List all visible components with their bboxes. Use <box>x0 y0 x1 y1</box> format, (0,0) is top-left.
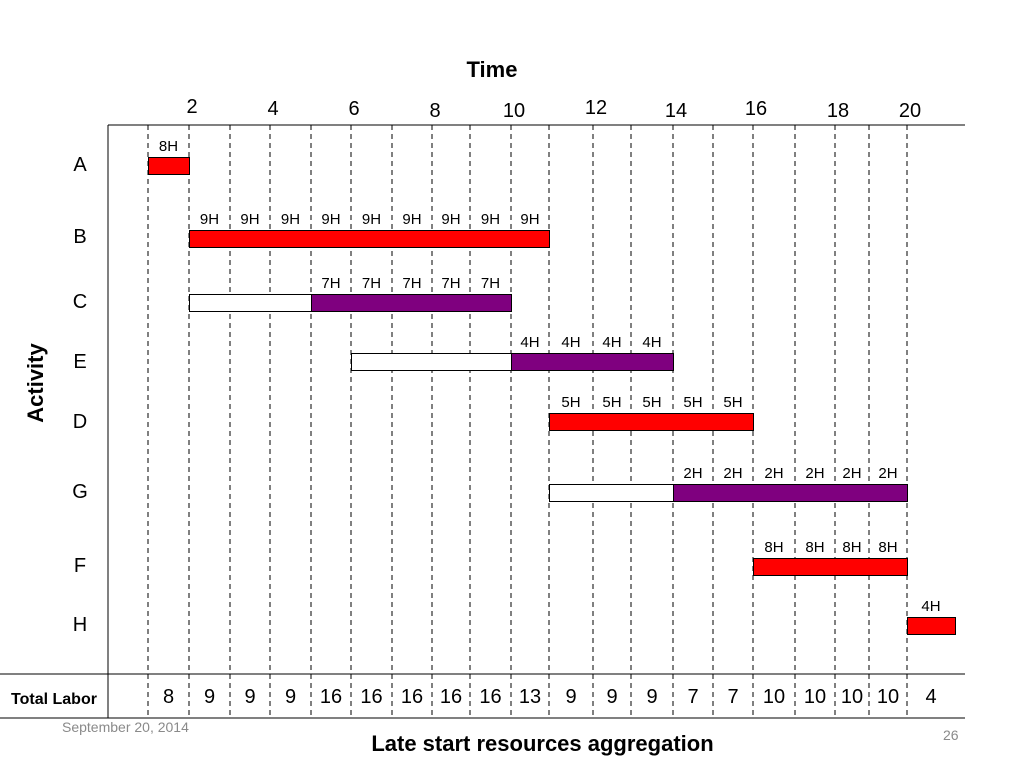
total-labor-19: 4 <box>925 686 936 708</box>
total-labor-18: 10 <box>877 686 899 708</box>
time-tick-4: 4 <box>267 98 278 120</box>
activity-axis-title: Activity <box>23 343 48 423</box>
total-labor-5: 16 <box>360 686 382 708</box>
total-labor-17: 10 <box>841 686 863 708</box>
time-tick-6: 6 <box>348 98 359 120</box>
hours-g-5: 2H <box>878 465 897 482</box>
hours-d-0: 5H <box>561 394 580 411</box>
activity-bar-a <box>148 157 190 175</box>
hours-c-4: 7H <box>481 275 500 292</box>
hours-a-0: 8H <box>159 138 178 155</box>
activity-bars <box>148 157 956 635</box>
total-labor-11: 9 <box>606 686 617 708</box>
total-labor-14: 7 <box>727 686 738 708</box>
activity-bar-c <box>311 294 512 312</box>
activity-bar-d <box>549 413 754 431</box>
activity-label-f: F <box>74 555 86 577</box>
page-number: 26 <box>943 727 959 743</box>
grid-lines <box>0 124 965 719</box>
hours-b-5: 9H <box>402 211 421 228</box>
activity-label-a: A <box>73 154 87 176</box>
footer-date: September 20, 2014 <box>62 719 189 735</box>
total-labor-1: 9 <box>204 686 215 708</box>
hours-b-2: 9H <box>281 211 300 228</box>
total-labor-7: 16 <box>440 686 462 708</box>
time-tick-10: 10 <box>503 100 525 122</box>
time-tick-16: 16 <box>745 98 767 120</box>
hours-f-0: 8H <box>764 539 783 556</box>
hours-d-3: 5H <box>683 394 702 411</box>
hours-g-3: 2H <box>805 465 824 482</box>
activity-bar-h <box>907 617 956 635</box>
float-bar-g <box>549 484 674 502</box>
hours-g-4: 2H <box>842 465 861 482</box>
time-tick-14: 14 <box>665 100 687 122</box>
total-labor-0: 8 <box>163 686 174 708</box>
total-labor-2: 9 <box>244 686 255 708</box>
activity-bar-b <box>189 230 550 248</box>
hours-c-2: 7H <box>402 275 421 292</box>
activity-bar-e <box>511 353 674 371</box>
hours-c-3: 7H <box>441 275 460 292</box>
hours-f-1: 8H <box>805 539 824 556</box>
hours-e-2: 4H <box>602 334 621 351</box>
time-tick-2: 2 <box>186 96 197 118</box>
time-tick-20: 20 <box>899 100 921 122</box>
time-tick-8: 8 <box>429 100 440 122</box>
hours-b-4: 9H <box>362 211 381 228</box>
total-labor-label: Total Labor <box>11 691 97 708</box>
activity-label-b: B <box>73 226 86 248</box>
hours-b-0: 9H <box>200 211 219 228</box>
hours-g-1: 2H <box>723 465 742 482</box>
hours-g-0: 2H <box>683 465 702 482</box>
hours-b-7: 9H <box>481 211 500 228</box>
total-labor-4: 16 <box>320 686 342 708</box>
float-bar-c <box>189 294 312 312</box>
float-bar-e <box>351 353 512 371</box>
activity-label-g: G <box>72 481 88 503</box>
hours-c-0: 7H <box>321 275 340 292</box>
activity-bar-f <box>753 558 908 576</box>
hours-e-0: 4H <box>520 334 539 351</box>
hours-b-1: 9H <box>240 211 259 228</box>
activity-label-d: D <box>73 411 87 433</box>
hours-e-1: 4H <box>561 334 580 351</box>
hours-f-2: 8H <box>842 539 861 556</box>
total-labor-9: 13 <box>519 686 541 708</box>
hours-b-8: 9H <box>520 211 539 228</box>
activity-label-c: C <box>73 291 87 313</box>
total-labor-16: 10 <box>804 686 826 708</box>
total-labor-15: 10 <box>763 686 785 708</box>
total-labor-3: 9 <box>285 686 296 708</box>
activity-label-h: H <box>73 614 87 636</box>
time-tick-12: 12 <box>585 97 607 119</box>
hours-b-6: 9H <box>441 211 460 228</box>
hours-f-3: 8H <box>878 539 897 556</box>
total-labor-13: 7 <box>687 686 698 708</box>
hours-e-3: 4H <box>642 334 661 351</box>
total-labor-6: 16 <box>401 686 423 708</box>
hours-c-1: 7H <box>362 275 381 292</box>
hours-h-0: 4H <box>921 598 940 615</box>
hours-g-2: 2H <box>764 465 783 482</box>
activity-label-e: E <box>73 351 86 373</box>
hours-d-2: 5H <box>642 394 661 411</box>
hours-b-3: 9H <box>321 211 340 228</box>
activity-bar-g <box>673 484 908 502</box>
hours-d-1: 5H <box>602 394 621 411</box>
time-axis-title: Time <box>467 57 518 82</box>
hours-d-4: 5H <box>723 394 742 411</box>
time-tick-18: 18 <box>827 100 849 122</box>
slide-title: Late start resources aggregation <box>371 731 714 756</box>
total-labor-10: 9 <box>565 686 576 708</box>
total-labor-12: 9 <box>646 686 657 708</box>
total-labor-8: 16 <box>479 686 501 708</box>
